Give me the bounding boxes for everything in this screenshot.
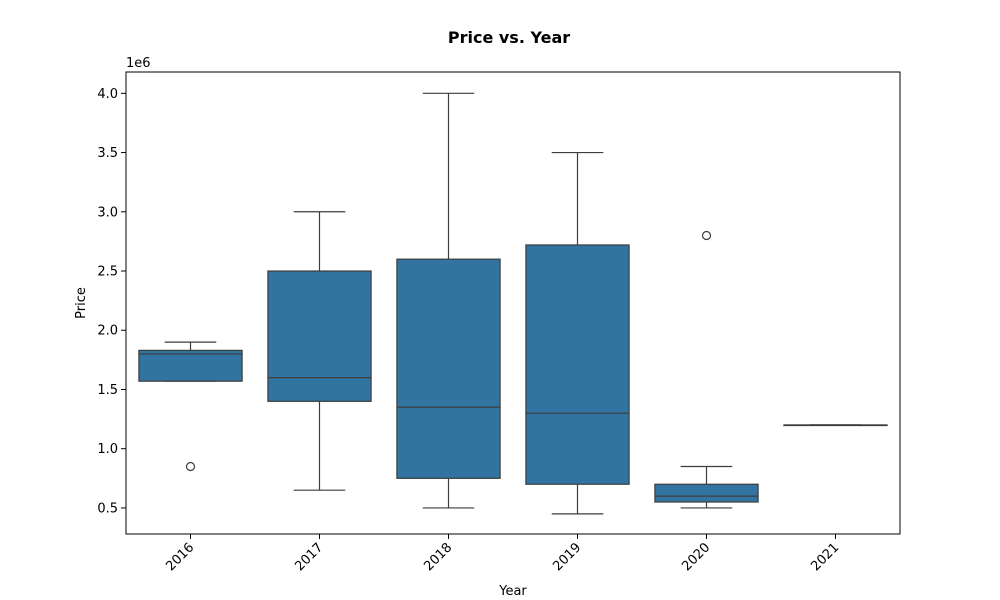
x-tick-label: 2016 bbox=[163, 540, 197, 574]
chart-title: Price vs. Year bbox=[448, 28, 570, 47]
y-axis-label: Price bbox=[74, 287, 89, 319]
box-group-2016 bbox=[138, 341, 243, 472]
x-axis: 2016 2017 2018 2019 2020 2021 bbox=[163, 534, 842, 574]
box-iqr bbox=[525, 244, 630, 485]
y-tick-label: 0.5 bbox=[97, 501, 118, 516]
y-tick-label: 1.0 bbox=[97, 442, 118, 457]
y-tick-label: 3.0 bbox=[97, 205, 118, 220]
box-group-2020 bbox=[654, 230, 759, 509]
x-tick-label: 2018 bbox=[421, 540, 455, 574]
y-tick-label: 2.0 bbox=[97, 324, 118, 339]
y-tick-label: 3.5 bbox=[97, 146, 118, 161]
plot-area bbox=[138, 92, 888, 515]
x-tick-label: 2020 bbox=[679, 540, 713, 574]
x-axis-label: Year bbox=[498, 584, 527, 599]
outlier-point bbox=[701, 230, 712, 241]
x-tick-label: 2021 bbox=[808, 540, 842, 574]
y-axis-offset-label: 1e6 bbox=[126, 56, 151, 71]
y-tick-label: 2.5 bbox=[97, 265, 118, 280]
box-group-2018 bbox=[396, 92, 501, 509]
box-iqr bbox=[138, 349, 243, 382]
box-iqr bbox=[396, 258, 501, 479]
outlier-point bbox=[185, 461, 196, 472]
box-group-2019 bbox=[525, 151, 630, 515]
box-group-2021 bbox=[783, 424, 888, 427]
y-tick-label: 1.5 bbox=[97, 383, 118, 398]
box-group-2017 bbox=[267, 211, 372, 491]
axes-frame bbox=[125, 71, 901, 535]
box-iqr bbox=[654, 483, 759, 503]
box-iqr bbox=[267, 270, 372, 402]
x-tick-label: 2019 bbox=[550, 540, 584, 574]
x-tick-label: 2017 bbox=[292, 540, 326, 574]
y-tick-label: 4.0 bbox=[97, 87, 118, 102]
y-axis: 0.5 1.0 1.5 2.0 2.5 3.0 3.5 4.0 bbox=[97, 87, 126, 516]
